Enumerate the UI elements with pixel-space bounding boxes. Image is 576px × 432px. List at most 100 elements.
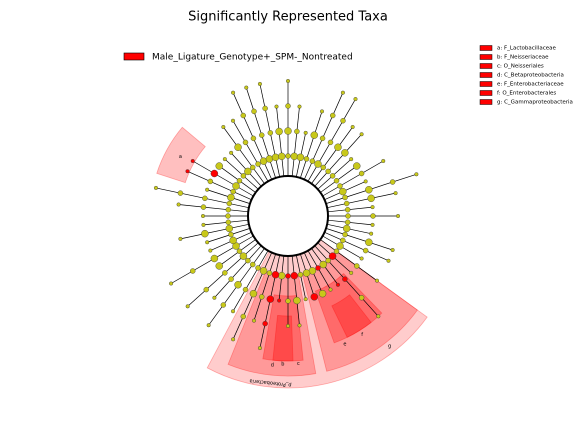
taxon-node (222, 157, 227, 162)
taxon-node (266, 295, 275, 303)
taxon-node (293, 296, 301, 305)
clade-legend-swatch (479, 90, 493, 96)
taxon-node (319, 135, 326, 142)
taxon-node (257, 346, 262, 351)
branch (276, 106, 285, 177)
taxon-node (359, 256, 364, 261)
taxon-node (201, 229, 209, 238)
taxon-node (330, 112, 336, 119)
taxon-node (325, 168, 331, 175)
taxon-node (329, 173, 336, 179)
taxon-node (414, 172, 419, 177)
taxon-node (262, 105, 268, 112)
taxon-node (297, 323, 302, 328)
taxon-node (370, 205, 375, 210)
taxon-node (215, 262, 223, 270)
taxon-node (285, 273, 291, 279)
taxon-node (251, 108, 257, 115)
clade-legend-label: d: C_Betaproteobacteria (497, 73, 564, 79)
taxon-node (229, 150, 234, 155)
highlight-sectors (156, 126, 428, 389)
taxon-node (340, 237, 346, 244)
class-legend-label: Male_Ligature_Genotype+_SPM-_Nontreated (152, 53, 353, 63)
branch (232, 250, 269, 312)
taxon-node (285, 153, 291, 159)
taxon-node (365, 238, 373, 246)
clade-legend-swatch (479, 81, 493, 87)
taxon-node (274, 104, 279, 109)
taxon-node (244, 167, 252, 176)
taxon-node (334, 143, 342, 151)
taxon-node (200, 213, 205, 218)
taxon-node (376, 314, 381, 319)
branch (180, 223, 249, 240)
taxon-node (208, 248, 213, 253)
taxon-node (240, 173, 247, 179)
taxon-node (285, 298, 291, 304)
taxon-node (250, 164, 256, 171)
taxon-node (315, 265, 321, 271)
clade-legend-label: g: C_Gammaproteobacteria (497, 100, 573, 106)
taxon-node (226, 200, 233, 207)
taxon-node (215, 162, 223, 170)
branch (327, 192, 396, 209)
taxon-node (363, 179, 368, 184)
branch (214, 245, 262, 298)
clade-legend: a: F_Lactobacillaceae b: F_Neisseriaceaec… (479, 45, 573, 106)
taxon-node (328, 252, 337, 260)
taxon-node (225, 213, 231, 219)
taxon-node (390, 247, 395, 252)
taxon-node (190, 268, 196, 274)
taxon-node (212, 295, 217, 300)
taxon-node (353, 162, 361, 170)
title: Significantly Represented Taxa (188, 10, 388, 25)
taxon-node (370, 213, 376, 219)
clade-legend-swatch (479, 72, 493, 78)
taxon-node (349, 270, 354, 275)
taxon-node (250, 135, 257, 142)
taxon-node (202, 195, 208, 202)
taxon-node (225, 207, 232, 213)
taxon-node (342, 276, 348, 282)
taxon-node (185, 304, 190, 309)
branch (291, 255, 300, 326)
taxon-node (393, 191, 398, 196)
taxon-node (240, 313, 246, 320)
clade-legend-label: c: O_Neisseriales (497, 64, 544, 70)
taxon-node (370, 222, 375, 227)
taxon-node (234, 143, 242, 151)
taxon-node (349, 157, 354, 162)
taxon-node (309, 158, 316, 164)
taxon-node (277, 298, 282, 303)
branch (192, 160, 254, 197)
taxon-node (206, 323, 211, 328)
taxon-node (318, 289, 327, 298)
branch (324, 231, 389, 262)
taxon-node (337, 183, 343, 189)
taxon-node (201, 222, 206, 227)
taxon-node (303, 130, 308, 135)
taxon-node (354, 263, 360, 269)
clade-mark: g (388, 344, 391, 350)
taxon-node (200, 204, 207, 210)
taxon-node (327, 139, 334, 146)
taxon-node (367, 194, 375, 203)
taxon-node (343, 200, 350, 207)
taxon-node (250, 261, 256, 268)
taxon-node (230, 188, 236, 195)
taxon-node (177, 190, 184, 196)
taxon-node (230, 118, 235, 123)
taxon-node (259, 132, 265, 138)
taxon-node (176, 202, 181, 207)
branch (178, 204, 249, 213)
taxon-node (286, 324, 291, 329)
phylum-label: p_Proteobacteria (249, 377, 292, 387)
taxon-node (319, 109, 324, 114)
taxon-node (222, 270, 228, 276)
taxon-node (203, 286, 209, 293)
taxon-node (340, 118, 346, 124)
clade-mark: f (361, 332, 363, 338)
taxon-node (350, 125, 355, 130)
taxon-node (333, 248, 340, 254)
clade-legend-label: a: F_Lactobacillaceae (497, 46, 556, 52)
